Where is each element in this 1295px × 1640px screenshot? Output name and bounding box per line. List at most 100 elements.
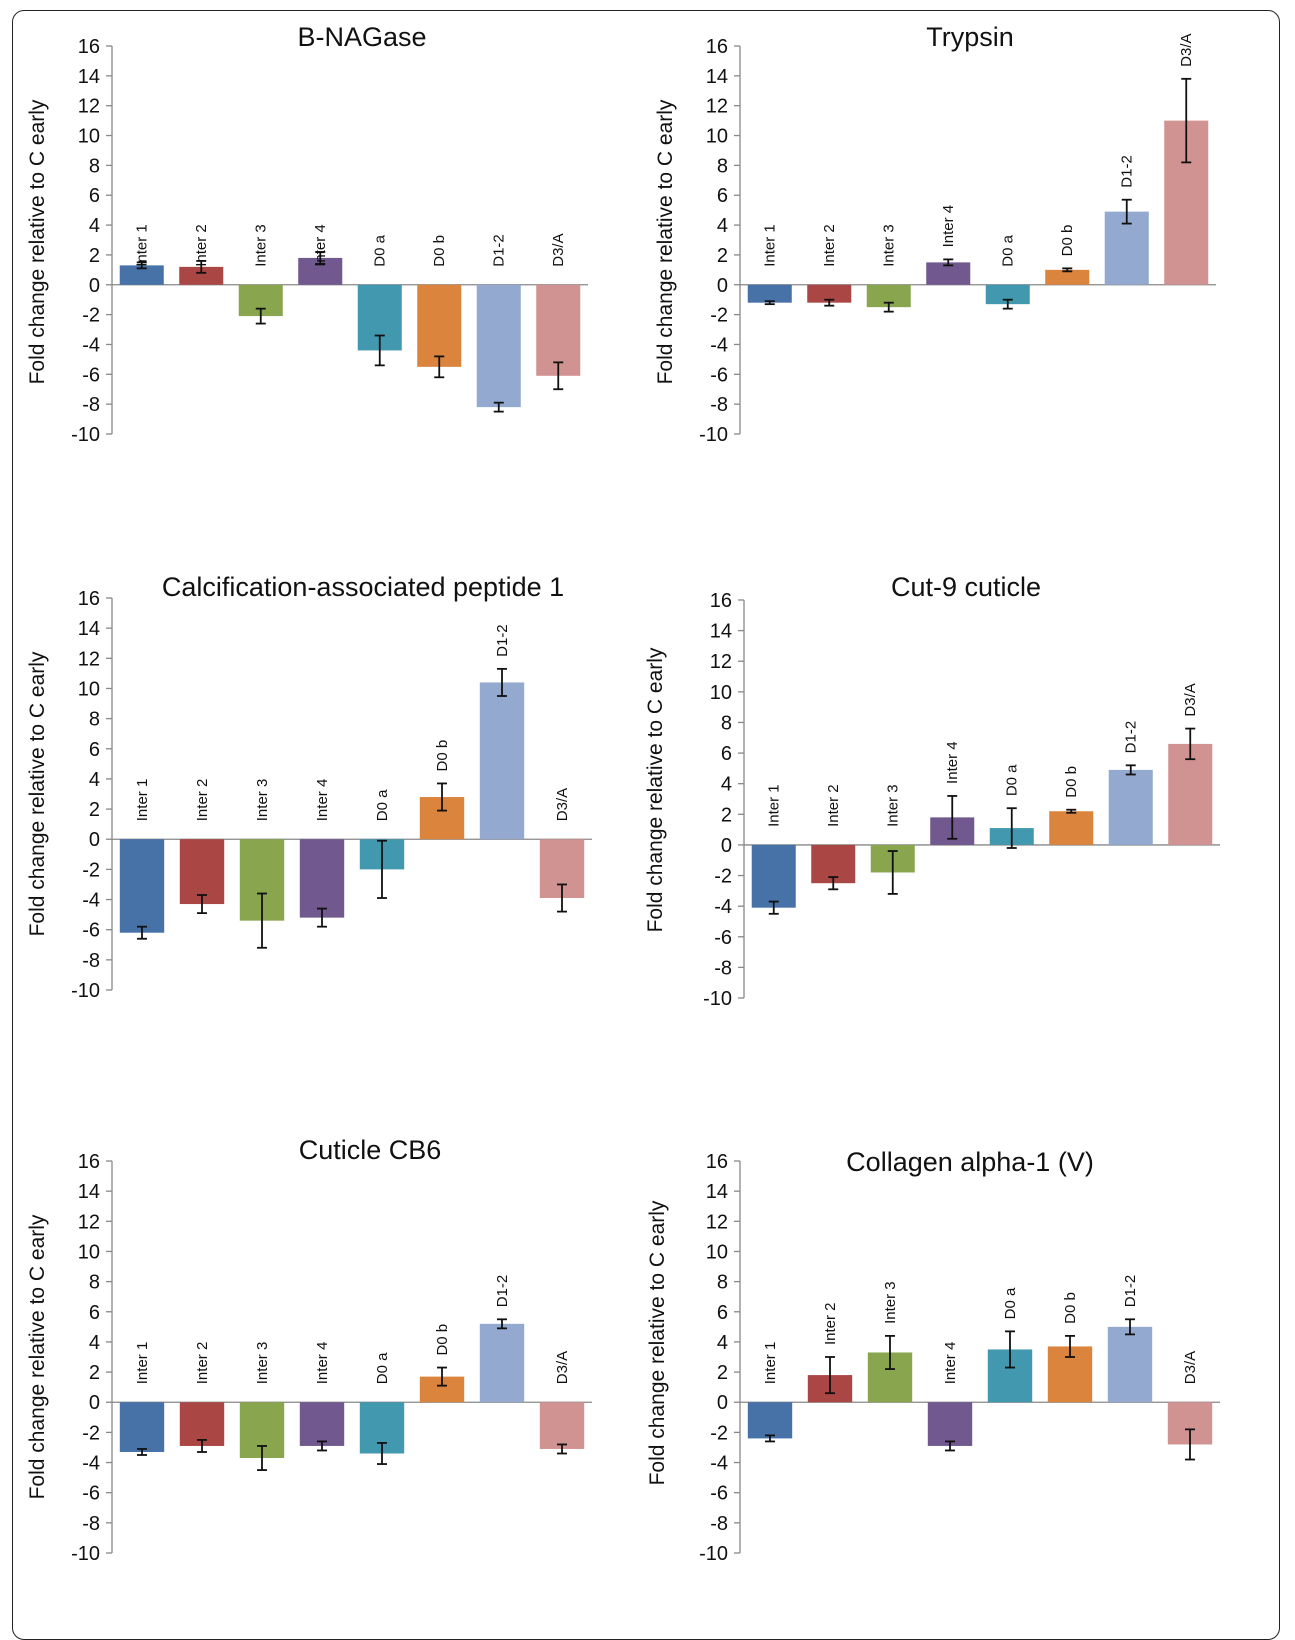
category-label: D1-2: [1119, 155, 1136, 188]
category-label: D3/A: [554, 788, 571, 821]
y-tick-label: -10: [699, 424, 728, 446]
plot-area: 16 14 12 10 8 6 4 2 0 -2 -4 -6 -8 -10 Inter 1 Inter 2 In…: [71, 1151, 592, 1565]
y-tick-label: 6: [89, 185, 100, 207]
bar: [479, 1323, 525, 1403]
bar: [747, 284, 792, 303]
category-label: Inter 1: [134, 1342, 151, 1385]
chart-title: B-NAGase: [297, 22, 427, 52]
y-tick-label: 10: [78, 678, 100, 700]
y-tick-label: 14: [78, 1181, 100, 1203]
y-tick-label: 6: [89, 1302, 100, 1324]
chart-title: Collagen alpha-1 (V): [846, 1147, 1094, 1177]
y-tick-label: -2: [82, 859, 100, 881]
y-tick-label: 4: [717, 215, 728, 237]
y-tick-label: -8: [710, 394, 728, 416]
category-label: D3/A: [1182, 1351, 1199, 1384]
category-label: Inter 1: [762, 1342, 779, 1385]
y-tick-label: -4: [82, 890, 100, 912]
y-tick-label: -10: [703, 988, 732, 1010]
y-tick-label: 14: [78, 618, 100, 640]
y-tick-label: -8: [82, 1513, 100, 1535]
y-tick-label: 14: [706, 1181, 728, 1203]
bar: [926, 262, 971, 285]
y-tick-label: 0: [89, 275, 100, 297]
category-label: Inter 2: [822, 1302, 839, 1345]
category-label: Inter 2: [194, 779, 211, 822]
y-tick-label: -6: [82, 364, 100, 386]
category-label: D0 a: [374, 789, 391, 821]
bar: [927, 1402, 973, 1446]
y-tick-label: 10: [706, 1241, 728, 1263]
plot-area: 16 14 12 10 8 6 4 2 0 -2 -4 -6 -8 -10 Inter 1 Inter 2 In…: [71, 36, 588, 446]
category-label: Inter 2: [821, 224, 838, 267]
y-tick-label: 2: [89, 1362, 100, 1384]
y-tick-label: 6: [717, 185, 728, 207]
bar: [479, 682, 525, 840]
y-tick-label: 16: [710, 590, 732, 612]
y-tick-label: -2: [82, 305, 100, 327]
category-label: D3/A: [1182, 683, 1199, 716]
y-tick-label: 2: [717, 245, 728, 267]
category-label: Inter 3: [254, 1342, 271, 1385]
y-tick-label: -4: [710, 334, 728, 356]
category-label: Inter 2: [194, 1342, 211, 1385]
y-tick-label: 2: [89, 245, 100, 267]
plot-area: 16 14 12 10 8 6 4 2 0 -2 -4 -6 -8 -10 Inter 1 Inter 2 In…: [699, 1151, 1220, 1565]
category-label: Inter 4: [314, 779, 331, 822]
y-tick-label: -8: [82, 950, 100, 972]
category-label: Inter 4: [314, 1342, 331, 1385]
y-tick-label: -6: [710, 1483, 728, 1505]
bar: [119, 265, 164, 285]
category-label: D0 b: [1063, 766, 1080, 798]
bar: [476, 284, 521, 408]
category-label: D0 a: [1002, 1287, 1019, 1319]
category-label: Inter 2: [825, 784, 842, 827]
category-label: D3/A: [554, 1351, 571, 1384]
y-tick-label: 8: [89, 155, 100, 177]
chart-title: Cut-9 cuticle: [890, 572, 1042, 602]
category-label: D0 a: [1004, 764, 1021, 796]
y-tick-label: 4: [89, 1332, 100, 1354]
bar: [807, 284, 852, 303]
y-tick-label: 0: [717, 1392, 728, 1414]
chart-panel-collagen-alpha-1-v: Collagen alpha-1 (V) Fold change relativ…: [646, 1135, 1248, 1565]
y-tick-label: -8: [82, 394, 100, 416]
bar: [866, 284, 911, 308]
bar: [119, 839, 165, 933]
y-tick-label: 2: [721, 804, 732, 826]
bar: [747, 1402, 793, 1439]
y-tick-label: -2: [710, 1422, 728, 1444]
y-tick-label: 12: [706, 96, 728, 118]
y-tick-label: 10: [706, 126, 728, 148]
bar: [299, 839, 345, 918]
y-tick-label: 10: [710, 682, 732, 704]
category-label: D0 b: [1059, 225, 1076, 257]
y-tick-label: 2: [89, 799, 100, 821]
y-tick-label: 6: [89, 739, 100, 761]
y-tick-label: 4: [89, 769, 100, 791]
bar: [119, 1402, 165, 1452]
chart-title: Calcification-associated peptide 1: [161, 572, 565, 602]
category-label: Inter 3: [253, 224, 270, 267]
category-label: Inter 3: [882, 1281, 899, 1324]
category-label: Inter 4: [940, 205, 957, 248]
bar: [985, 284, 1030, 305]
y-tick-label: 16: [78, 36, 100, 58]
y-tick-label: 16: [706, 1151, 728, 1173]
y-tick-label: -6: [82, 1483, 100, 1505]
y-tick-label: -6: [82, 920, 100, 942]
y-tick-label: 8: [89, 709, 100, 731]
y-tick-label: -6: [714, 927, 732, 949]
y-tick-label: 2: [717, 1362, 728, 1384]
y-tick-label: 4: [721, 774, 732, 796]
y-tick-label: 6: [717, 1302, 728, 1324]
y-tick-label: 4: [89, 215, 100, 237]
y-tick-label: -4: [82, 334, 100, 356]
bar: [536, 284, 581, 376]
chart-panel-cut-9-cuticle: Cut-9 cuticle Fold change relative to C …: [644, 572, 1248, 1010]
y-tick-label: -4: [714, 896, 732, 918]
y-tick-label: 8: [721, 712, 732, 734]
y-tick-label: -8: [710, 1513, 728, 1535]
plot-area: 16 14 12 10 8 6 4 2 0 -2 -4 -6 -8 -10 Inter 1 Inter 2 In…: [71, 588, 592, 1002]
y-tick-label: -4: [710, 1453, 728, 1475]
